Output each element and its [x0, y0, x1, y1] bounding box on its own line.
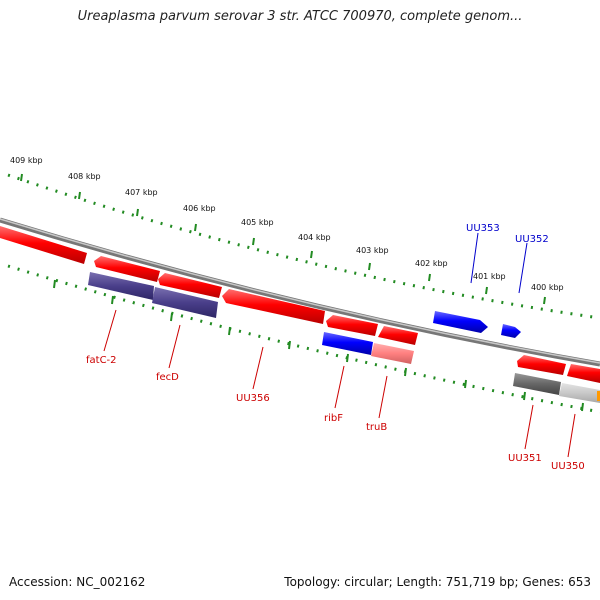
- scale-label-402: 402 kbp: [415, 259, 448, 268]
- accession-label: Accession: NC_002162: [9, 575, 146, 589]
- scale-label-407: 407 kbp: [125, 188, 158, 197]
- scale-label-409: 409 kbp: [10, 156, 43, 165]
- gene-UU357[interactable]: [94, 256, 160, 282]
- gene-UU353[interactable]: [433, 311, 488, 333]
- gene-UU351[interactable]: [517, 355, 566, 375]
- gene-ribF-arrow[interactable]: [326, 315, 378, 336]
- forward-strand-genes: [433, 311, 521, 338]
- genome-summary: Topology: circular; Length: 751,719 bp; …: [284, 575, 591, 589]
- gene-UU350[interactable]: [567, 364, 600, 383]
- gene-left-partial[interactable]: [0, 226, 87, 264]
- reverse-strand-genes: [0, 226, 600, 383]
- scale-label-400: 400 kbp: [531, 283, 564, 292]
- gene-label-UU353[interactable]: UU353: [466, 223, 500, 234]
- scale-label-403: 403 kbp: [356, 246, 389, 255]
- scale-label-408: 408 kbp: [68, 172, 101, 181]
- gene-label-fecD[interactable]: fecD: [156, 372, 179, 383]
- label-leaders: [103, 232, 576, 458]
- scale-label-406: 406 kbp: [183, 204, 216, 213]
- track-truB[interactable]: [371, 343, 414, 364]
- inner-major-ticks: [53, 279, 584, 412]
- track-fecD[interactable]: [152, 287, 218, 318]
- track-UU350[interactable]: [559, 383, 600, 403]
- scale-label-404: 404 kbp: [298, 233, 331, 242]
- genome-backbone: [0, 217, 600, 367]
- gene-label-ribF[interactable]: ribF: [324, 413, 343, 424]
- outer-major-ticks: [20, 173, 546, 305]
- scale-label-401: 401 kbp: [473, 272, 506, 281]
- track-UU351[interactable]: [513, 373, 561, 395]
- inner-tick-ring: [7, 264, 600, 414]
- track-ribF[interactable]: [322, 332, 373, 355]
- annotation-track: [88, 272, 600, 403]
- gene-label-UU351[interactable]: UU351: [508, 453, 542, 464]
- gene-label-truB[interactable]: truB: [366, 422, 387, 433]
- gene-label-UU352[interactable]: UU352: [515, 234, 549, 245]
- gene-fatC-2-fecD-left[interactable]: [158, 273, 222, 298]
- gene-UU352[interactable]: [501, 324, 521, 338]
- map-title: Ureaplasma parvum serovar 3 str. ATCC 70…: [77, 9, 523, 24]
- scale-label-405: 405 kbp: [241, 218, 274, 227]
- track-fatC-2[interactable]: [88, 272, 154, 300]
- gene-truB-arrow[interactable]: [378, 326, 418, 345]
- gene-UU356[interactable]: [222, 289, 325, 324]
- gene-label-UU356[interactable]: UU356: [236, 393, 270, 404]
- gene-label-UU350[interactable]: UU350: [551, 461, 585, 472]
- gene-label-fatC-2[interactable]: fatC-2: [86, 355, 117, 366]
